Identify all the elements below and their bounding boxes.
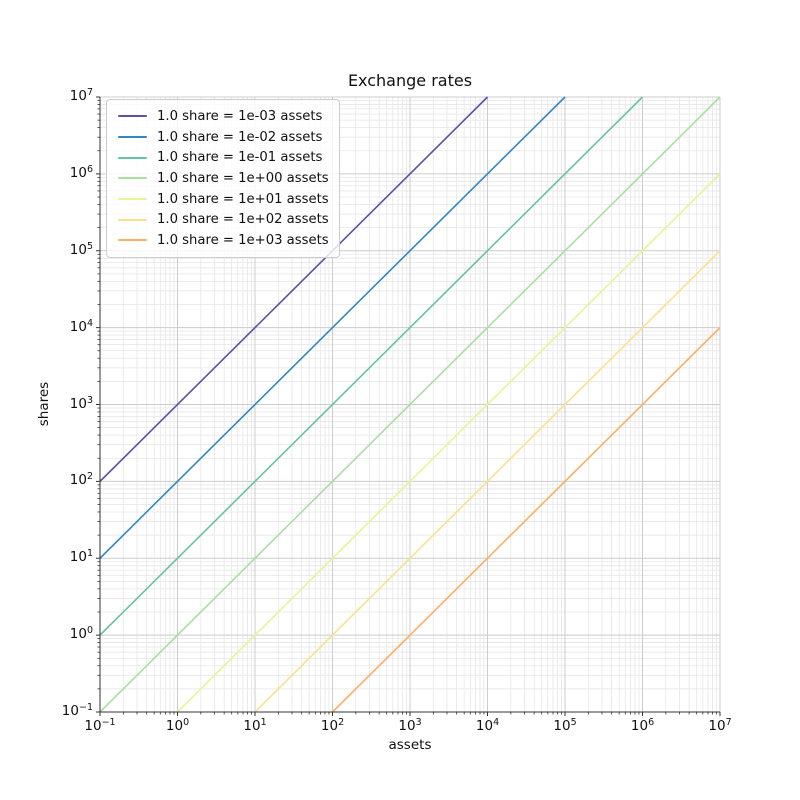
tick-label-base: 10: [69, 164, 87, 181]
chart-title: Exchange rates: [347, 71, 473, 90]
tick-label-base: 10: [708, 718, 726, 734]
x-tick-label: 100: [165, 717, 190, 735]
legend-entry-4: 1.0 share = 1e+00 assets: [115, 168, 329, 189]
x-axis-label: assets: [388, 737, 432, 753]
tick-label-base: 10: [69, 318, 87, 335]
legend-line-swatch: [118, 115, 147, 118]
tick-label-exponent: 4: [86, 317, 93, 329]
legend-line-swatch: [118, 218, 147, 221]
legend-entry-3: 1.0 share = 1e-01 assets: [115, 147, 329, 168]
legend-label: 1.0 share = 1e+03 assets: [157, 232, 329, 248]
y-tick-label: 103: [69, 394, 93, 413]
y-tick-label: 104: [69, 317, 93, 336]
series-line-6: [254, 250, 721, 713]
tick-label-base: 10: [243, 718, 261, 734]
tick-label-exponent: 7: [725, 717, 732, 728]
tick-label-base: 10: [630, 718, 649, 734]
tick-label-exponent: 3: [86, 394, 93, 406]
tick-label-base: 10: [165, 718, 184, 734]
legend-label: 1.0 share = 1e+02 assets: [157, 212, 329, 228]
series-line-1: [99, 96, 489, 482]
tick-label-exponent: 2: [338, 717, 345, 728]
x-tick-label: 105: [553, 717, 577, 735]
legend-entry-5: 1.0 share = 1e+01 assets: [115, 189, 329, 210]
tick-label-base: 10: [69, 88, 87, 104]
tick-label-base: 10: [84, 718, 102, 734]
tick-label-base: 10: [69, 241, 87, 258]
legend-entry-1: 1.0 share = 1e-03 assets: [115, 106, 329, 127]
series-line-4: [99, 96, 721, 713]
series-line-7: [331, 327, 721, 713]
legend-line-swatch: [118, 198, 147, 201]
y-tick-label: 101: [69, 548, 93, 566]
legend: 1.0 share = 1e-03 assets 1.0 share = 1e-0…: [106, 99, 340, 258]
x-tick-label: 10−1: [84, 717, 116, 735]
x-tick-label: 103: [398, 717, 422, 735]
axes-layer: [96, 96, 721, 716]
y-tick-label: 105: [69, 240, 93, 259]
tick-label-exponent: 6: [648, 717, 655, 728]
tick-label-base: 10: [69, 472, 87, 489]
tick-label-base: 10: [69, 549, 87, 566]
legend-line-swatch: [118, 177, 147, 180]
y-axis-label: shares: [36, 381, 52, 427]
series-line-2: [99, 96, 566, 559]
legend-line-swatch: [118, 156, 147, 159]
legend-entry-2: 1.0 share = 1e-02 assets: [115, 127, 329, 148]
legend-line-swatch: [118, 239, 147, 242]
tick-label-exponent: 0: [183, 717, 190, 728]
legend-label: 1.0 share = 1e-01 assets: [157, 150, 323, 166]
tick-label-base: 10: [475, 718, 494, 734]
legend-label: 1.0 share = 1e-03 assets: [157, 108, 323, 124]
y-tick-label: 106: [69, 163, 93, 182]
tick-label-exponent: 0: [86, 625, 93, 637]
tick-label-base: 10: [553, 718, 571, 734]
series-line-5: [176, 173, 721, 713]
x-tick-label: 106: [630, 717, 655, 735]
legend-label: 1.0 share = 1e+01 assets: [157, 191, 329, 207]
x-tick-label: 101: [243, 717, 267, 735]
tick-label-exponent: 7: [86, 87, 93, 98]
series-line-3: [99, 96, 644, 636]
tick-label-base: 10: [398, 718, 416, 734]
y-tick-label: 100: [69, 625, 93, 643]
legend-line-swatch: [118, 136, 147, 139]
tick-label-base: 10: [61, 703, 79, 719]
tick-label-exponent: 5: [570, 717, 577, 728]
y-tick-label: 102: [69, 471, 93, 489]
x-tick-label: 102: [320, 717, 345, 735]
x-tick-label: 104: [475, 717, 500, 735]
x-tick-label: 107: [708, 717, 732, 735]
tick-label-exponent: 5: [86, 240, 93, 252]
legend-entry-6: 1.0 share = 1e+02 assets: [115, 209, 329, 230]
series-layer: [99, 96, 721, 713]
tick-label-exponent: 6: [86, 163, 93, 175]
tick-label-exponent: 3: [415, 717, 422, 728]
y-tick-label: 107: [69, 87, 93, 105]
tick-label-exponent: 4: [493, 717, 500, 728]
tick-label-base: 10: [69, 626, 87, 643]
tick-label-exponent: −1: [101, 717, 116, 728]
tick-label-base: 10: [320, 718, 339, 734]
tick-label-exponent: 1: [260, 717, 267, 728]
tick-label-base: 10: [69, 395, 87, 412]
y-tick-label: 10−1: [61, 702, 93, 720]
legend-label: 1.0 share = 1e+00 assets: [157, 170, 329, 186]
tick-label-exponent: −1: [78, 702, 93, 713]
tick-label-exponent: 2: [86, 471, 93, 483]
legend-label: 1.0 share = 1e-02 assets: [157, 129, 323, 145]
tick-label-exponent: 1: [86, 548, 93, 560]
legend-entry-7: 1.0 share = 1e+03 assets: [115, 230, 329, 251]
